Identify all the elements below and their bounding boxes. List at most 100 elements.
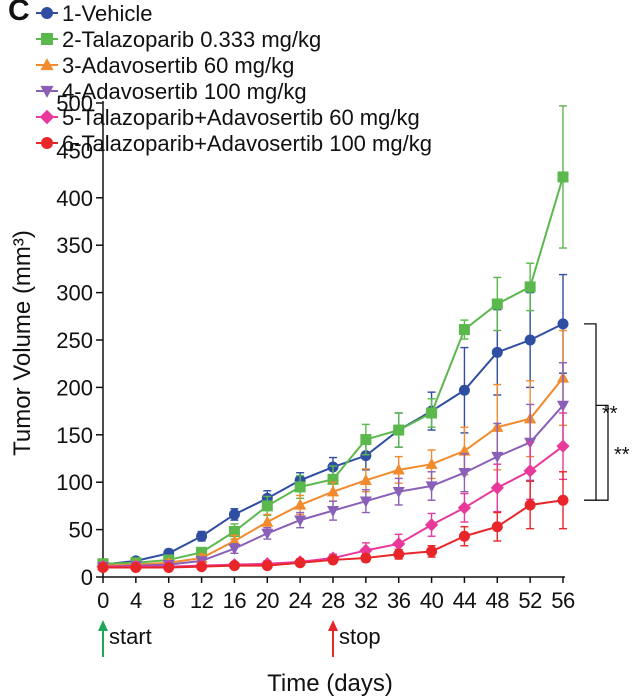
y-tick-label: 50 — [69, 518, 93, 543]
data-point — [261, 560, 273, 572]
data-point — [524, 499, 536, 511]
data-point — [359, 496, 372, 508]
data-point — [556, 400, 570, 412]
data-point — [392, 463, 405, 475]
series-6-Talazoparib+Adavosertib 100 mg/kg — [97, 471, 569, 574]
data-point — [392, 487, 405, 499]
data-point — [458, 530, 470, 542]
y-tick-label: 150 — [56, 423, 93, 448]
legend-label: 2-Talazoparib 0.333 mg/kg — [62, 27, 321, 52]
data-point — [196, 530, 208, 542]
significance-bracket — [584, 323, 597, 501]
data-point — [294, 498, 307, 510]
data-point — [491, 346, 503, 358]
legend-label: 5-Talazoparib+Adavosertib 60 mg/kg — [62, 105, 420, 130]
data-point — [425, 481, 438, 493]
data-point — [228, 508, 240, 520]
legend-label: 6-Talazoparib+Adavosertib 100 mg/kg — [62, 131, 432, 156]
series-2-Talazoparib 0.333 mg/kg — [97, 105, 569, 570]
plot-series — [96, 105, 570, 574]
significance-label: ** — [614, 444, 630, 466]
legend-marker — [40, 58, 54, 71]
data-point — [425, 457, 438, 469]
data-point — [228, 525, 240, 537]
x-tick-label: 56 — [551, 588, 575, 613]
data-point — [228, 534, 241, 546]
stop-arrow-head — [328, 620, 338, 631]
data-point — [359, 543, 373, 558]
x-tick-label: 8 — [163, 588, 175, 613]
y-tick-label: 100 — [56, 470, 93, 495]
x-tick-label: 4 — [130, 588, 142, 613]
data-point — [557, 494, 569, 506]
data-point — [327, 473, 339, 485]
data-point — [557, 318, 569, 330]
y-tick-label: 0 — [81, 565, 93, 590]
data-point — [196, 561, 208, 573]
data-point — [426, 545, 438, 557]
data-point — [326, 505, 340, 517]
stop-arrow: stop — [328, 620, 381, 657]
x-tick-label: 16 — [223, 588, 247, 613]
legend-label: 4-Adavosertib 100 mg/kg — [62, 79, 307, 104]
data-point — [327, 554, 339, 566]
significance-bracket — [596, 404, 609, 501]
y-axis: 0 50 100 150 200 250 300 350 400 450 500 — [56, 91, 104, 590]
x-axis-title: Time (days) — [267, 670, 393, 697]
y-tick-label: 200 — [56, 375, 93, 400]
data-point — [360, 434, 372, 446]
significance-label: ** — [602, 403, 618, 425]
x-tick-label: 0 — [97, 588, 109, 613]
start-label: start — [109, 624, 152, 649]
legend-marker — [41, 137, 53, 149]
data-point — [458, 324, 470, 336]
data-point — [359, 473, 372, 485]
stop-label: stop — [339, 624, 381, 649]
y-tick-label: 350 — [56, 233, 93, 258]
legend-marker — [40, 85, 54, 98]
data-point — [524, 281, 536, 293]
x-tick-label: 20 — [256, 588, 280, 613]
data-point — [491, 451, 504, 463]
data-point — [294, 557, 306, 569]
x-tick-label: 52 — [518, 588, 542, 613]
data-point — [491, 298, 503, 310]
data-point — [228, 543, 241, 555]
legend-marker — [41, 7, 53, 19]
legend-marker — [39, 109, 55, 125]
y-axis-title: Tumor Volume (mm³) — [9, 230, 36, 456]
x-tick-label: 44 — [453, 588, 477, 613]
data-point — [458, 468, 471, 480]
data-point — [458, 384, 470, 396]
data-point — [393, 424, 405, 436]
y-tick-label: 300 — [56, 281, 93, 306]
data-point — [261, 528, 274, 540]
legend-marker — [41, 33, 53, 45]
legend-label: 3-Adavosertib 60 mg/kg — [62, 53, 294, 78]
data-point — [557, 171, 569, 183]
data-point — [97, 562, 109, 574]
data-point — [458, 444, 471, 456]
data-point — [491, 521, 503, 533]
data-point — [294, 515, 307, 527]
significance-brackets: ** ** — [584, 323, 630, 501]
start-arrow: start — [98, 620, 152, 657]
data-point — [360, 552, 372, 564]
x-tick-label: 40 — [420, 588, 444, 613]
data-point — [524, 334, 536, 346]
data-point — [424, 518, 439, 532]
data-point — [523, 464, 537, 478]
x-tick-label: 28 — [321, 588, 345, 613]
panel-label: C — [8, 0, 30, 27]
data-point — [163, 562, 175, 574]
legend-label: 1-Vehicle — [62, 1, 153, 26]
data-point — [556, 439, 570, 453]
x-tick-label: 24 — [288, 588, 312, 613]
data-point — [261, 515, 274, 527]
data-point — [393, 548, 405, 560]
data-point — [490, 481, 504, 495]
data-point — [360, 450, 372, 462]
data-point — [228, 560, 240, 572]
